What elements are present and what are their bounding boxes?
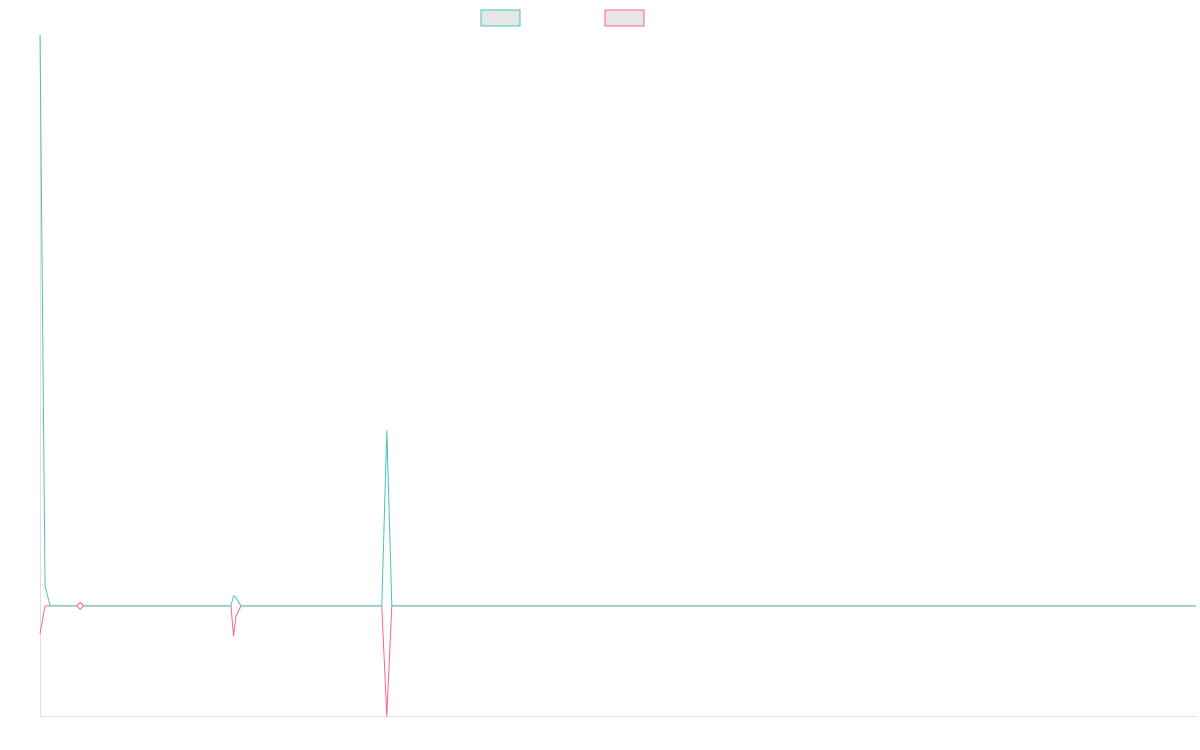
data-point-marker-1[interactable]	[76, 601, 85, 611]
legend-swatch-series-1[interactable]	[480, 9, 521, 27]
axes	[40, 35, 1196, 717]
series-line-2[interactable]	[39, 605, 1196, 717]
legend-swatch-series-2[interactable]	[604, 9, 645, 27]
series-layer	[39, 34, 1196, 717]
marker-layer	[76, 601, 85, 611]
series-line-1[interactable]	[39, 34, 1196, 607]
legend	[480, 9, 645, 27]
